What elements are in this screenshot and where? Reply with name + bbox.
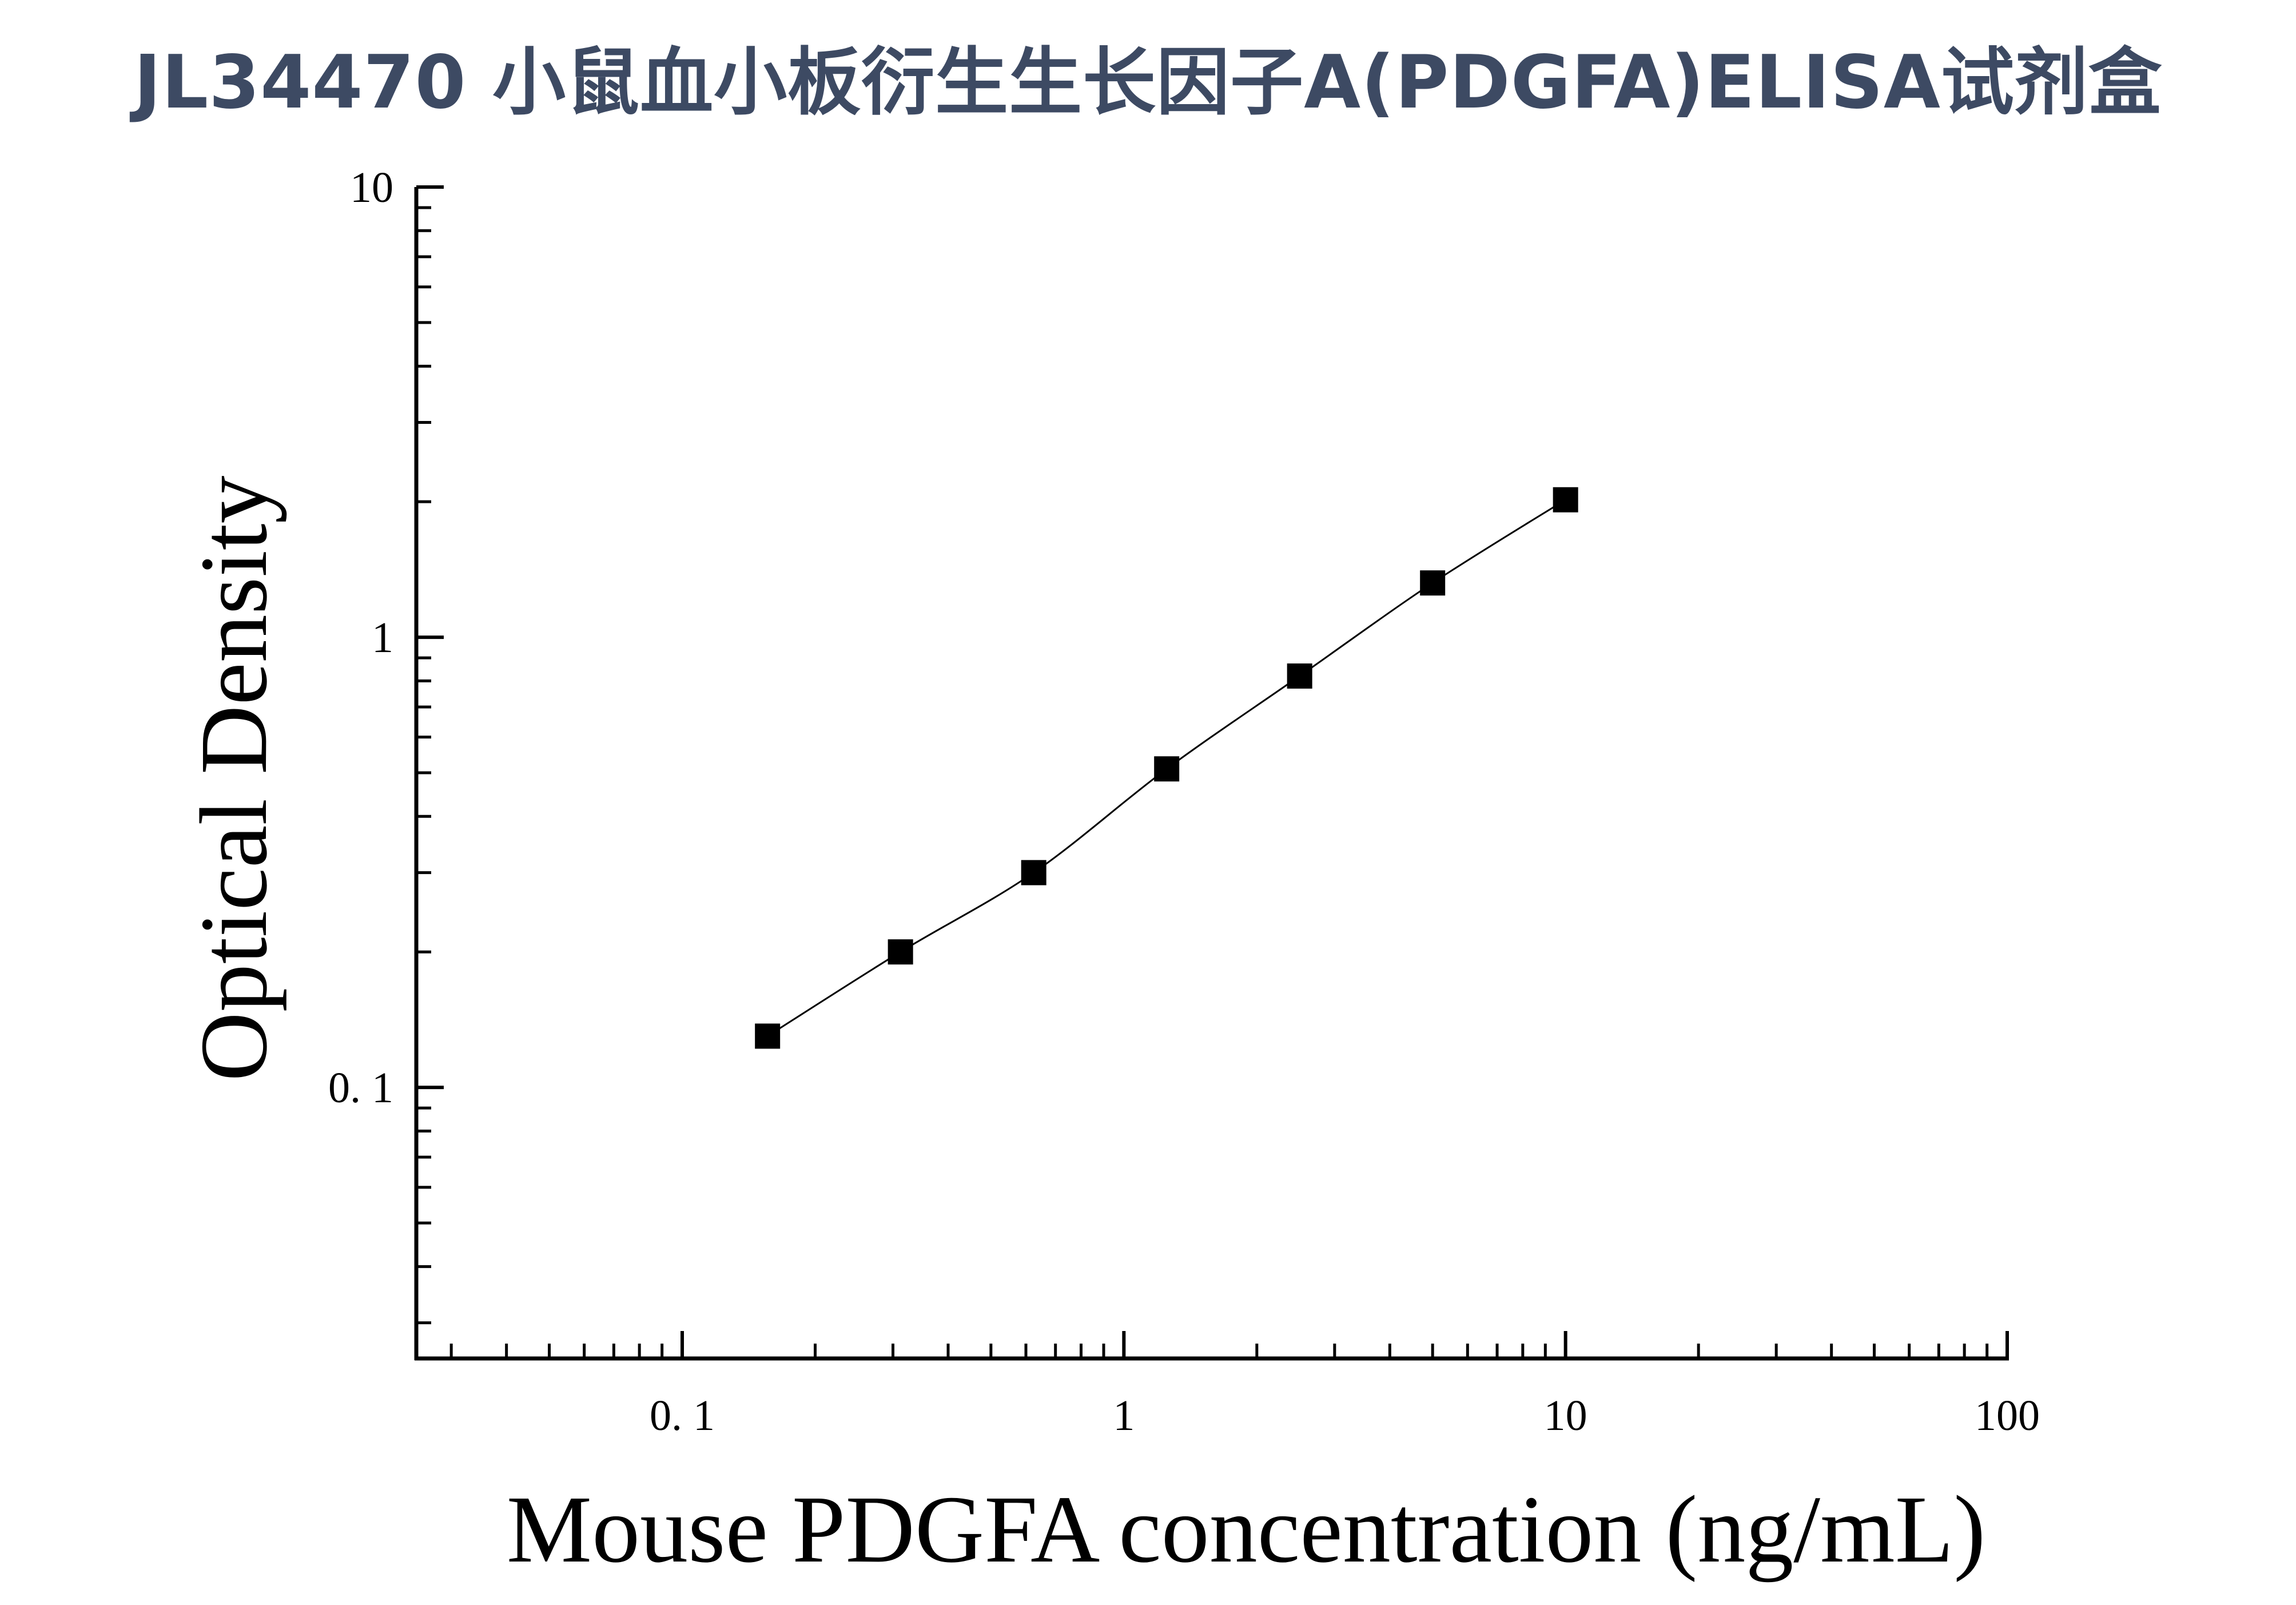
chart-title: JL34470 小鼠血小板衍生生长因子A(PDGFA)ELISA试剂盒 — [134, 40, 2162, 125]
data-point — [1287, 663, 1312, 689]
x-tick-label: 100 — [1975, 1392, 2040, 1440]
minor-ticks — [416, 206, 1989, 1358]
data-point — [1420, 570, 1446, 596]
x-tick-label: 1 — [1113, 1392, 1135, 1440]
x-axis-title: Mouse PDGFA concentration (ng/mL) — [507, 1476, 1986, 1583]
y-tick-label: 0. 1 — [328, 1064, 393, 1112]
y-tick-label: 1 — [372, 614, 393, 662]
tick-labels: 0. 1 1 10 100 0. 1 1 10 — [328, 164, 2040, 1440]
x-tick-label: 10 — [1544, 1392, 1587, 1440]
data-point — [1154, 756, 1180, 782]
data-point — [1553, 487, 1578, 513]
data-point — [755, 1023, 781, 1049]
data-point — [888, 939, 913, 965]
major-ticks — [416, 185, 2009, 1358]
y-tick-label: 10 — [350, 164, 393, 212]
y-axis-title: Optical Density — [181, 475, 287, 1081]
x-tick-label: 0. 1 — [650, 1392, 715, 1440]
data-point — [1021, 860, 1046, 885]
axes — [414, 187, 2009, 1361]
data-markers — [755, 487, 1578, 1049]
